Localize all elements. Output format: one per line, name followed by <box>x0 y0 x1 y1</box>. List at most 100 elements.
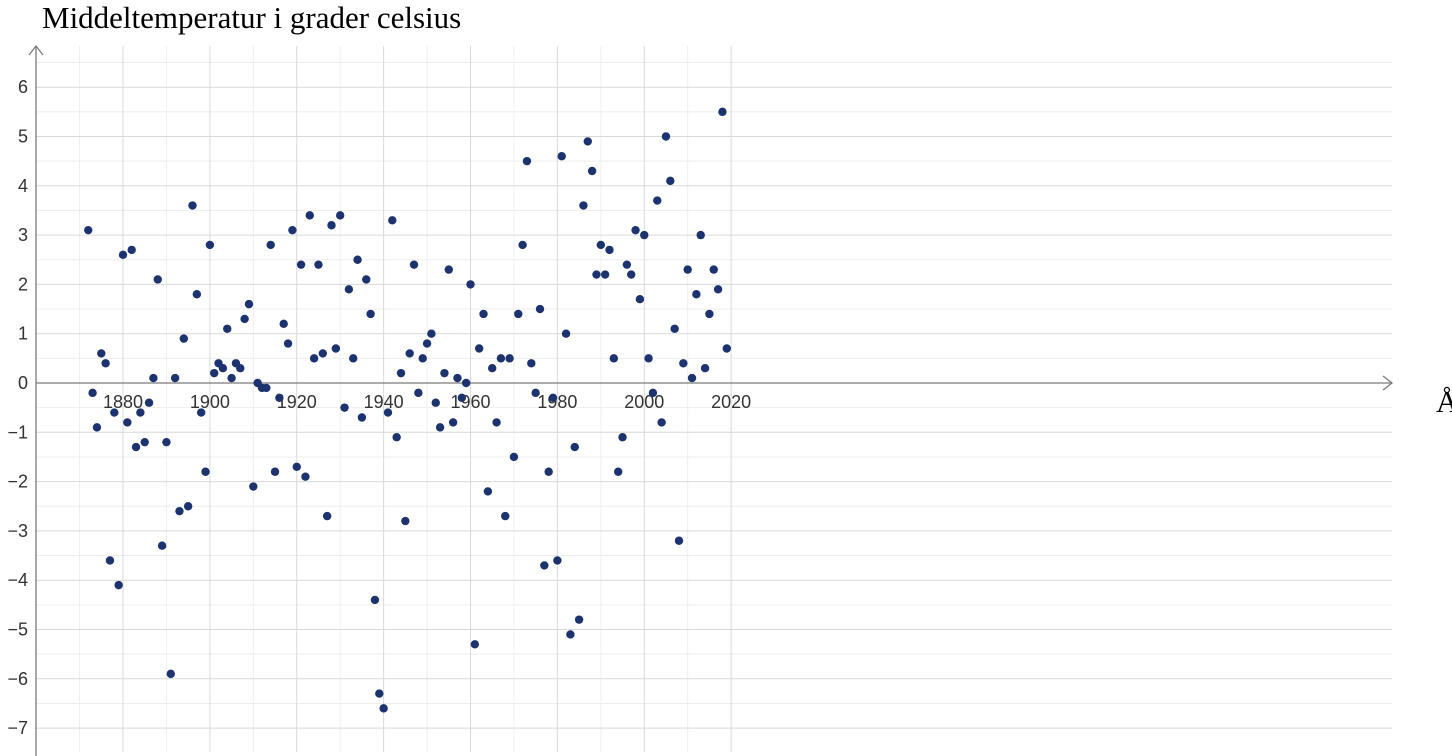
data-point <box>713 285 723 294</box>
data-point <box>127 245 136 255</box>
data-point <box>349 354 358 363</box>
y-tick-labels: 6 5 4 3 2 1 0 −1 −2 −3 −4 −5 −6 −7 <box>7 77 28 738</box>
data-point <box>466 280 475 289</box>
data-point <box>448 418 458 427</box>
data-point <box>105 556 115 565</box>
data-point <box>574 615 584 624</box>
data-point <box>136 408 145 417</box>
y-tick-label: 3 <box>18 225 28 245</box>
x-tick-label: 1980 <box>537 392 577 412</box>
data-point <box>657 418 666 427</box>
data-point <box>314 260 323 269</box>
axes <box>28 44 1394 756</box>
data-point <box>331 344 341 353</box>
data-point <box>692 290 701 299</box>
data-point <box>583 137 592 146</box>
data-point <box>544 467 553 476</box>
data-point <box>210 368 219 378</box>
data-point <box>635 294 645 304</box>
data-point <box>648 388 658 398</box>
data-point <box>666 176 675 186</box>
data-point <box>427 329 436 338</box>
data-point <box>640 230 649 240</box>
data-point <box>600 270 610 279</box>
data-point <box>236 364 245 373</box>
data-point <box>162 437 171 447</box>
data-point <box>283 339 293 348</box>
y-tick-label: 6 <box>18 77 28 97</box>
x-tick-label: 2000 <box>624 392 664 412</box>
data-point <box>627 270 636 279</box>
data-point <box>696 230 705 240</box>
data-point <box>496 354 506 363</box>
x-tick-label: 2020 <box>711 392 751 412</box>
data-point <box>679 359 688 368</box>
y-axis-arrow <box>28 44 44 56</box>
data-point <box>305 211 314 220</box>
data-point <box>110 408 119 417</box>
data-point <box>240 314 249 324</box>
data-point <box>453 373 462 383</box>
data-point <box>422 339 432 348</box>
data-point <box>670 324 679 333</box>
data-point <box>618 433 627 442</box>
data-point <box>292 462 301 472</box>
data-point <box>327 221 336 230</box>
data-point <box>301 472 310 481</box>
data-point <box>170 373 180 383</box>
data-point <box>97 349 106 358</box>
data-point <box>522 156 532 166</box>
data-point <box>183 502 193 511</box>
x-tick-label: 1920 <box>277 392 317 412</box>
data-point <box>262 383 271 393</box>
data-point <box>722 344 731 353</box>
data-point <box>192 290 202 299</box>
data-point <box>535 304 545 314</box>
data-point <box>644 354 653 363</box>
data-point <box>653 196 662 205</box>
data-point <box>605 245 614 255</box>
data-point <box>131 442 141 452</box>
data-point <box>631 225 640 235</box>
data-point <box>561 329 571 338</box>
x-axis-label: År <box>1436 384 1452 419</box>
data-point <box>579 201 588 210</box>
data-point <box>613 467 623 476</box>
data-point <box>114 580 123 590</box>
data-point <box>548 393 558 402</box>
data-point <box>570 442 579 452</box>
data-point <box>275 393 284 402</box>
data-point <box>392 433 401 442</box>
data-point <box>470 640 480 649</box>
data-point <box>531 388 540 398</box>
y-tick-label: −7 <box>7 718 28 738</box>
data-point <box>674 536 684 545</box>
data-point <box>518 240 527 250</box>
data-point <box>457 393 467 402</box>
data-point <box>405 349 414 358</box>
y-tick-label: 1 <box>18 324 28 344</box>
data-point <box>540 561 549 570</box>
data-point <box>661 132 671 141</box>
data-point <box>362 275 371 284</box>
data-point <box>553 556 562 565</box>
data-point <box>527 359 536 368</box>
data-point <box>435 423 445 432</box>
data-point <box>149 373 158 383</box>
data-point <box>118 250 128 260</box>
data-point <box>153 275 162 284</box>
data-point <box>609 354 619 363</box>
data-point <box>357 413 367 422</box>
data-point <box>718 107 727 117</box>
data-point <box>622 260 632 269</box>
data-point <box>687 373 697 383</box>
y-tick-label: −6 <box>7 669 28 689</box>
y-tick-label: −5 <box>7 620 28 640</box>
data-point <box>249 482 258 491</box>
x-tick-label: 1880 <box>103 392 143 412</box>
data-point <box>705 309 714 319</box>
data-point <box>396 368 406 378</box>
data-point <box>409 260 419 269</box>
data-point <box>166 669 175 679</box>
